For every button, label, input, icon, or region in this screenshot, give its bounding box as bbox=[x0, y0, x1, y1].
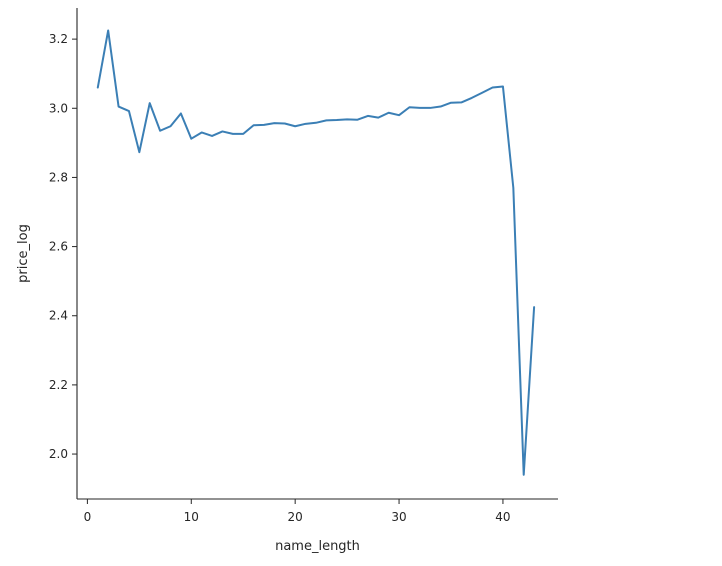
series-line-0 bbox=[96, 29, 536, 476]
y-tick-label: 3.0 bbox=[49, 101, 68, 115]
y-tick-label: 2.8 bbox=[49, 170, 68, 184]
plot-area bbox=[96, 29, 536, 476]
y-tick-label: 2.0 bbox=[49, 447, 68, 461]
y-axis-label: price_log bbox=[16, 224, 31, 283]
y-tick-label: 2.4 bbox=[49, 309, 68, 323]
x-tick-label: 30 bbox=[391, 510, 406, 524]
y-tick-label: 3.2 bbox=[49, 32, 68, 46]
y-tick-label: 2.6 bbox=[49, 240, 68, 254]
x-axis-label: name_length bbox=[275, 539, 360, 554]
x-tick-label: 10 bbox=[184, 510, 199, 524]
axes: 0 10 20 30 40 2.0 2.2 2.4 2.6 2.8 3.0 3.2 bbox=[49, 8, 558, 524]
x-tick-label: 20 bbox=[288, 510, 303, 524]
y-tick-label: 2.2 bbox=[49, 378, 68, 392]
x-tick-label: 40 bbox=[495, 510, 510, 524]
x-tick-label: 0 bbox=[84, 510, 92, 524]
